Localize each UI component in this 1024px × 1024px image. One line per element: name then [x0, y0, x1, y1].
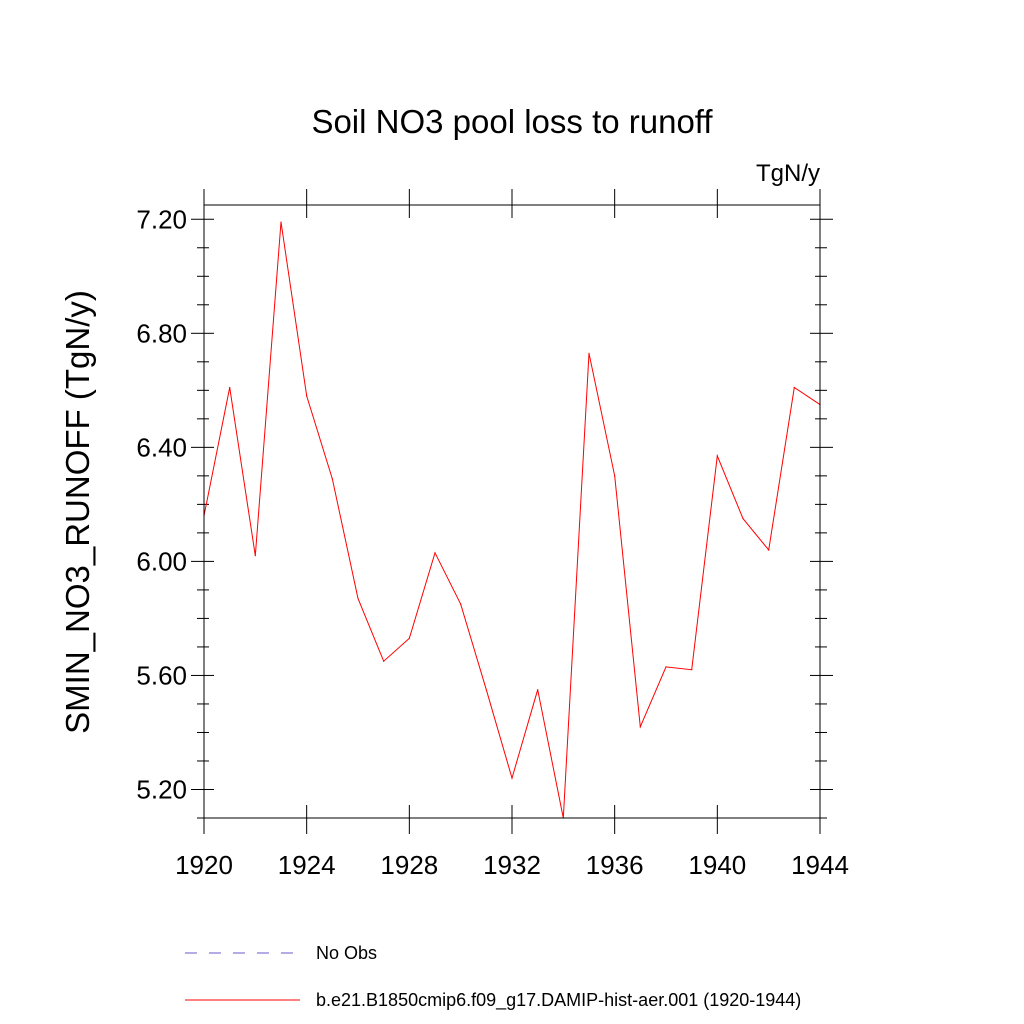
data-point [229, 386, 231, 389]
data-point [331, 478, 333, 480]
y-tick-label: 5.60 [136, 660, 187, 690]
data-point [768, 549, 770, 551]
x-tick-label: 1944 [791, 850, 849, 880]
x-tick-label: 1924 [278, 850, 336, 880]
data-point [408, 637, 410, 640]
data-point [383, 660, 385, 662]
data-point [588, 352, 590, 354]
data-point [254, 555, 256, 557]
series-layer [203, 221, 821, 819]
data-point [742, 518, 744, 520]
data-point [511, 777, 513, 779]
y-axis-label: SMIN_NO3_RUNOFF (TgN/y) [59, 290, 96, 734]
x-tick-label: 1932 [483, 850, 541, 880]
y-tick-label: 5.20 [136, 774, 187, 804]
x-tick-label: 1936 [586, 850, 644, 880]
data-point [614, 475, 616, 477]
data-point [716, 455, 718, 457]
series-line [203, 222, 821, 819]
data-point [639, 726, 641, 728]
data-point [280, 221, 282, 223]
x-tick-label: 1920 [175, 850, 233, 880]
data-point [485, 689, 487, 691]
minor-ticks [197, 247, 827, 819]
data-point [665, 666, 667, 668]
legend: No Obs b.e21.B1850cmip6.f09_g17.DAMIP-hi… [185, 943, 801, 1011]
x-tick-label: 1928 [380, 850, 438, 880]
units-label: TgN/y [756, 160, 820, 187]
plot-frame [203, 204, 821, 819]
data-point [306, 395, 308, 397]
x-tick-label: 1940 [688, 850, 746, 880]
data-point [537, 689, 539, 691]
data-point [460, 603, 462, 605]
legend-label-model-run: b.e21.B1850cmip6.f09_g17.DAMIP-hist-aer.… [316, 990, 801, 1011]
y-tick-label: 6.80 [136, 318, 187, 348]
y-tick-labels: 5.20 5.60 6.00 6.40 6.80 7.20 [136, 204, 187, 804]
major-ticks [191, 189, 833, 834]
legend-label-no-obs: No Obs [316, 943, 377, 963]
data-point [793, 386, 795, 389]
y-tick-label: 7.20 [136, 204, 187, 234]
data-point [357, 597, 359, 600]
y-tick-label: 6.00 [136, 546, 187, 576]
x-tick-labels: 1920 1924 1928 1932 1936 1940 1944 [175, 850, 849, 880]
chart-title: Soil NO3 pool loss to runoff [311, 103, 713, 140]
y-tick-label: 6.40 [136, 432, 187, 462]
data-point [434, 552, 436, 554]
data-point [691, 669, 693, 671]
